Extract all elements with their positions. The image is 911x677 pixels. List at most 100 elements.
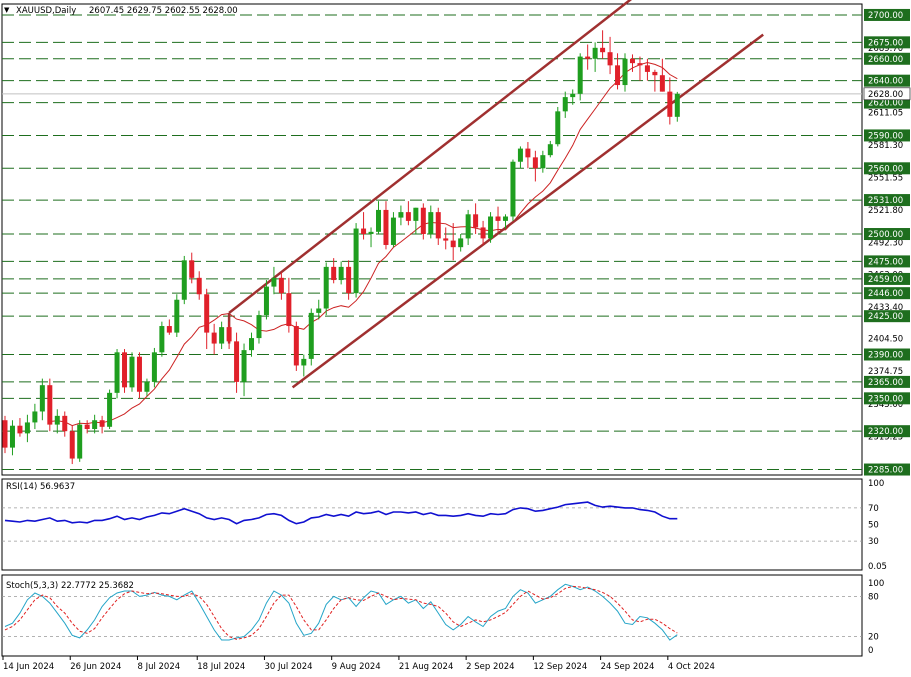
level-tag: [864, 392, 910, 405]
candle: [241, 343, 247, 397]
candle-body: [204, 294, 210, 333]
candle-body: [525, 148, 531, 158]
stoch-signal-line: [4, 585, 678, 640]
candle: [24, 414, 30, 443]
candle: [585, 44, 591, 70]
candle: [286, 277, 292, 333]
candle: [480, 220, 486, 245]
candle: [204, 288, 210, 350]
candle-body: [450, 240, 456, 248]
candle-body: [47, 385, 53, 425]
header-ohlc: 2607.45 2629.75 2602.55 2628.00: [89, 6, 238, 16]
candle: [405, 201, 411, 226]
candle-body: [308, 312, 314, 359]
candle: [510, 159, 516, 221]
level-tag: [864, 74, 910, 87]
price-pane-frame: [1, 3, 863, 476]
candle-body: [189, 260, 195, 278]
candle-body: [24, 422, 30, 434]
candle-body: [517, 148, 523, 162]
candle: [592, 42, 598, 72]
rsi-label: RSI(14) 56.9637: [6, 482, 75, 492]
candle-body: [390, 217, 396, 245]
candle: [9, 420, 15, 456]
stochastic-pane[interactable]: 100 80 20 0: [1, 574, 884, 657]
candle: [465, 209, 471, 245]
price-pane[interactable]: 2689.70 2611.05 2581.30 2551.55 2521.80 2492.…: [1, 0, 911, 476]
stoch-pane-frame: [1, 574, 863, 657]
rsi-pane[interactable]: 100 70 50 30 0.05: [1, 478, 887, 572]
candle-body: [151, 352, 157, 382]
date-label: 21 Aug 2024: [399, 662, 453, 672]
level-tag: [864, 463, 910, 476]
candle-body: [316, 308, 322, 313]
candle-body: [428, 212, 434, 235]
candle-body: [600, 47, 606, 53]
candle-body: [219, 327, 225, 344]
candle-body: [443, 238, 449, 241]
candle: [99, 415, 105, 434]
candle: [353, 223, 359, 298]
candle-body: [637, 63, 643, 66]
price-axis-label: 2315.25: [868, 432, 903, 442]
candle: [443, 227, 449, 250]
candle: [473, 203, 479, 235]
candle: [84, 420, 90, 434]
level-tag-label: 2531.00: [868, 196, 903, 206]
candle-body: [629, 58, 635, 64]
candle-body: [256, 315, 262, 339]
candle-body: [107, 392, 113, 427]
candle-body: [607, 52, 613, 66]
rsi-axis-label: 70: [868, 504, 879, 514]
candle-body: [129, 356, 135, 388]
candle-body: [502, 216, 508, 221]
candle-body: [301, 358, 307, 366]
candle-body: [405, 212, 411, 221]
candle: [450, 223, 456, 261]
candle-body: [338, 266, 344, 281]
candle-body: [480, 227, 486, 239]
candle: [62, 411, 68, 437]
candle: [615, 53, 621, 90]
candle: [249, 332, 255, 357]
candle: [54, 409, 60, 434]
candle: [667, 77, 673, 125]
candle: [278, 272, 284, 300]
candle-body: [361, 228, 367, 235]
candle: [577, 53, 583, 101]
level-tag-label: 2459.00: [868, 275, 903, 285]
rsi-pane-frame: [1, 478, 863, 571]
candle: [159, 321, 165, 357]
candle-body: [9, 425, 15, 448]
price-axis-label: 2374.75: [868, 367, 903, 377]
candle: [413, 207, 419, 235]
candle: [181, 255, 187, 305]
price-axis-label: 2689.70: [868, 44, 903, 54]
candle-body: [570, 93, 576, 98]
candle: [368, 227, 374, 248]
candle-body: [659, 75, 665, 92]
candle: [674, 91, 680, 122]
level-tag: [864, 287, 910, 300]
level-tag: [864, 310, 910, 323]
level-tag-label: 2660.00: [868, 55, 903, 65]
stoch-axis-label: 100: [868, 579, 884, 589]
level-tag-label: 2285.00: [868, 466, 903, 476]
candle-body: [54, 415, 60, 425]
candle: [637, 56, 643, 81]
candle: [144, 378, 150, 397]
price-axis-label: 2492.30: [868, 238, 903, 248]
candle-body: [144, 381, 150, 392]
candle: [308, 308, 314, 366]
candle: [361, 212, 367, 240]
candle: [226, 321, 232, 350]
candle-body: [458, 238, 464, 248]
candle-body: [323, 266, 329, 309]
candle-body: [495, 216, 501, 221]
candle: [629, 54, 635, 72]
candle: [458, 234, 464, 252]
level-tag: [864, 348, 910, 361]
level-tag-label: 2560.00: [868, 164, 903, 174]
candle: [107, 389, 113, 429]
